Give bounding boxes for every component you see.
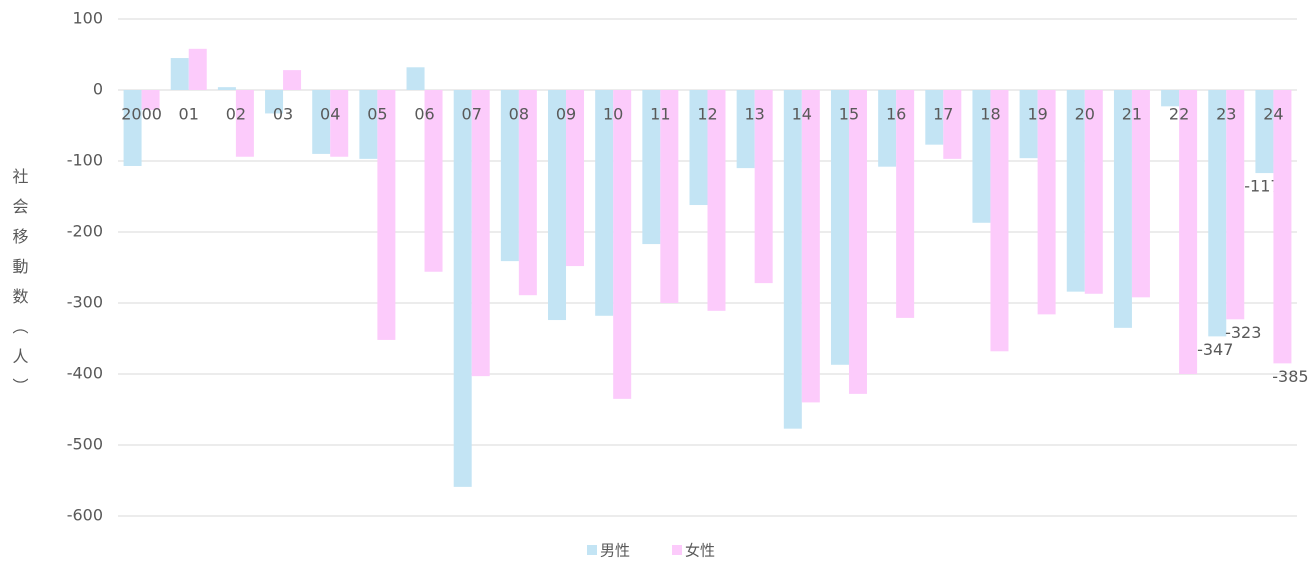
bar [359, 90, 378, 159]
bar [453, 90, 472, 487]
bar [123, 90, 142, 166]
bar [848, 90, 867, 394]
x-tick-label: 10 [603, 105, 623, 124]
y-tick-label: -300 [67, 293, 103, 312]
x-tick-label: 24 [1263, 105, 1283, 124]
bar [736, 90, 755, 169]
bar [1037, 90, 1056, 315]
y-tick-label: 0 [93, 80, 103, 99]
x-tick-label: 07 [462, 105, 482, 124]
bar [471, 90, 490, 377]
bar [566, 90, 585, 267]
bar [1084, 90, 1103, 294]
x-tick-label: 13 [744, 105, 764, 124]
x-tick-label: 11 [650, 105, 670, 124]
x-tick-label: 19 [1027, 105, 1047, 124]
bar [642, 90, 661, 245]
bar [754, 90, 773, 284]
x-tick-label: 16 [886, 105, 906, 124]
bar [1255, 90, 1274, 174]
bar [283, 70, 302, 90]
bar [330, 90, 349, 157]
x-tick-label: 23 [1216, 105, 1236, 124]
bar [377, 90, 396, 340]
bar [1131, 90, 1150, 298]
data-label: -347 [1197, 340, 1233, 359]
bar [518, 90, 537, 296]
legend-swatch [587, 545, 597, 555]
bar [1273, 90, 1292, 364]
x-tick-label: 21 [1122, 105, 1142, 124]
bar [188, 48, 207, 90]
bar [830, 90, 849, 365]
bar [613, 90, 632, 399]
bar [595, 90, 614, 316]
bar [990, 90, 1009, 352]
data-label: -323 [1225, 323, 1261, 342]
x-tick-label: 17 [933, 105, 953, 124]
x-tick-label: 2000 [121, 105, 162, 124]
bar [707, 90, 726, 311]
x-tick-label: 01 [179, 105, 199, 124]
bar [1179, 90, 1198, 374]
bar [896, 90, 915, 318]
x-tick-label: 06 [414, 105, 434, 124]
bar [1208, 90, 1227, 337]
x-tick-label: 18 [980, 105, 1000, 124]
bar [878, 90, 897, 167]
bar [783, 90, 802, 429]
legend-label: 男性 [600, 542, 630, 560]
x-tick-label: 14 [792, 105, 812, 124]
x-tick-label: 15 [839, 105, 859, 124]
bar [500, 90, 519, 262]
x-tick-label: 02 [226, 105, 246, 124]
y-tick-label: -100 [67, 151, 103, 170]
bar [972, 90, 991, 223]
y-tick-label: -600 [67, 506, 103, 525]
x-tick-label: 05 [367, 105, 387, 124]
x-tick-label: 03 [273, 105, 293, 124]
legend-swatch [672, 545, 682, 555]
y-tick-label: -200 [67, 222, 103, 241]
bar [1161, 90, 1180, 107]
y-axis-label: 社会移動数（人） [10, 168, 29, 408]
y-tick-label: -400 [67, 364, 103, 383]
x-tick-label: 22 [1169, 105, 1189, 124]
legend-label: 女性 [685, 542, 715, 560]
bar [312, 90, 331, 154]
bar [1019, 90, 1038, 159]
bar [217, 87, 236, 90]
y-tick-label: -500 [67, 435, 103, 454]
bar [424, 90, 443, 272]
x-tick-label: 08 [509, 105, 529, 124]
x-tick-label: 20 [1075, 105, 1095, 124]
bar [1066, 90, 1085, 292]
bar [801, 90, 820, 403]
bar [1226, 90, 1245, 320]
data-label: -385 [1272, 367, 1308, 386]
bar [235, 90, 254, 157]
bar [406, 67, 425, 90]
bar [548, 90, 567, 321]
bar [925, 90, 944, 145]
bar [265, 90, 284, 114]
bar [943, 90, 962, 159]
bar [689, 90, 708, 206]
x-tick-label: 09 [556, 105, 576, 124]
bar [1113, 90, 1132, 328]
bar [141, 90, 160, 110]
x-tick-label: 04 [320, 105, 340, 124]
y-tick-label: 100 [72, 9, 103, 28]
x-tick-label: 12 [697, 105, 717, 124]
bar [170, 58, 189, 90]
data-label: -117 [1244, 177, 1280, 196]
bar [660, 90, 679, 303]
